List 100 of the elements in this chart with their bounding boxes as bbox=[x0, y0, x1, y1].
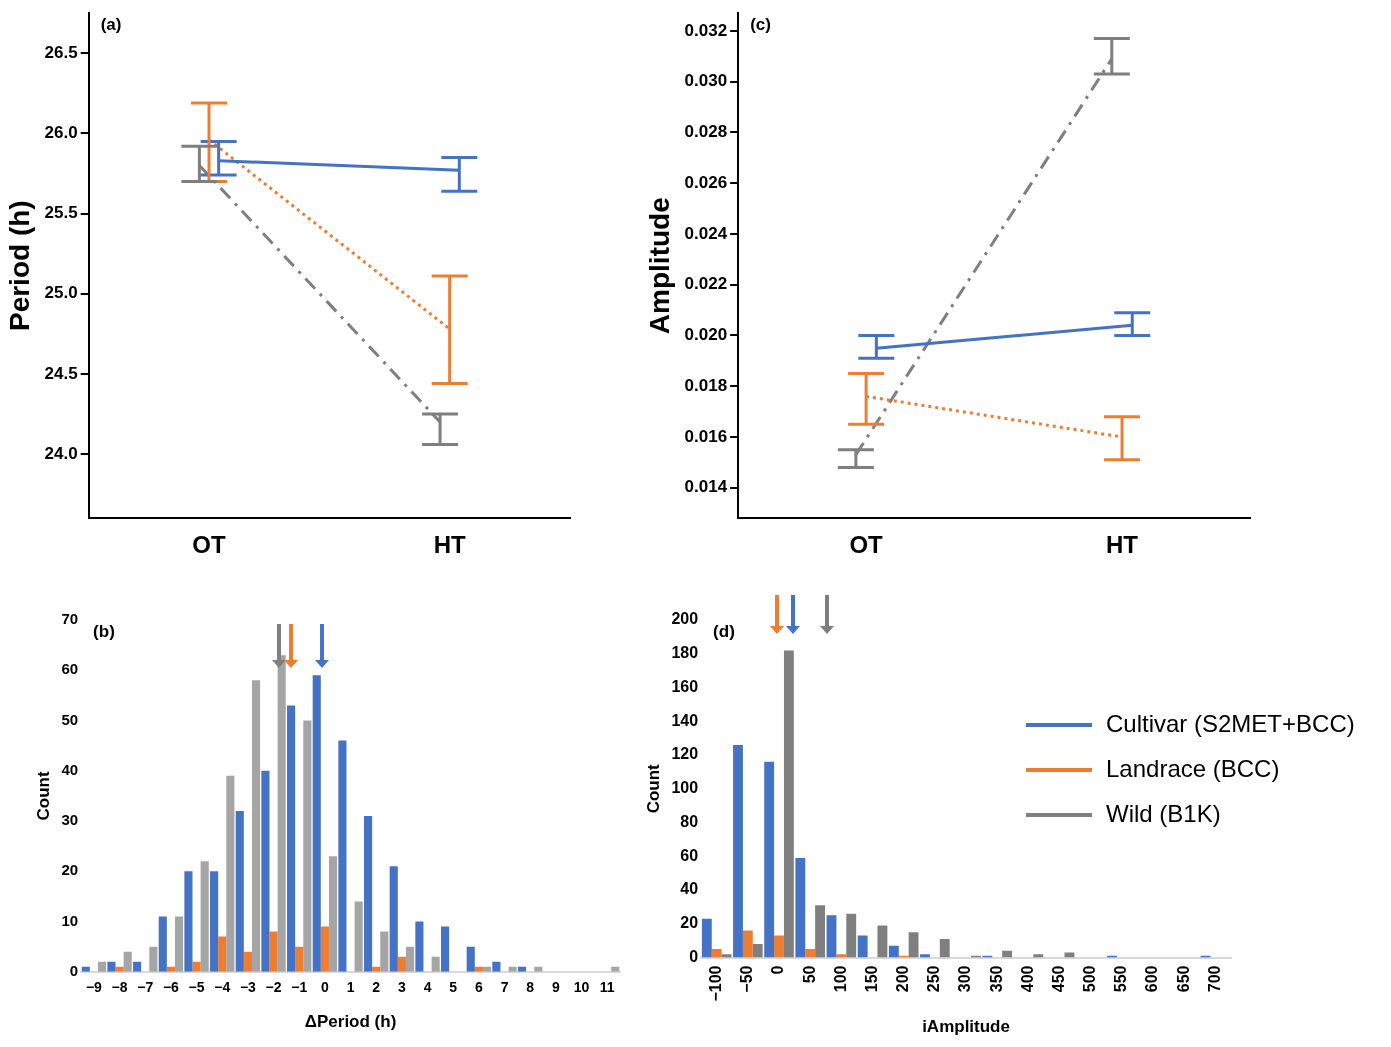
bar bbox=[415, 921, 424, 972]
bar bbox=[107, 961, 116, 972]
bar bbox=[320, 926, 329, 972]
x-tick-label: 500 bbox=[1081, 965, 1099, 993]
bar bbox=[888, 945, 899, 958]
x-tick-label: 350 bbox=[987, 965, 1005, 993]
bar bbox=[251, 680, 261, 972]
x-tick-label: 400 bbox=[1018, 965, 1036, 993]
bar bbox=[218, 936, 227, 972]
bar bbox=[149, 946, 158, 972]
bar bbox=[846, 913, 857, 958]
x-tick-label: −3 bbox=[239, 979, 257, 996]
x-tick-label: 11 bbox=[599, 979, 615, 996]
bar bbox=[226, 775, 235, 972]
y-tick-label: 180 bbox=[671, 644, 699, 662]
bar bbox=[123, 951, 132, 972]
x-tick-label: 3 bbox=[397, 979, 406, 996]
x-tick-label: 300 bbox=[956, 965, 974, 993]
y-axis-title: Amplitude bbox=[643, 197, 675, 335]
bar bbox=[210, 871, 219, 972]
x-tick-label: −4 bbox=[214, 979, 231, 996]
y-tick-label: 24.5 bbox=[44, 363, 78, 383]
y-tick-label: 24.0 bbox=[44, 443, 78, 463]
y-tick-label: 20 bbox=[680, 914, 699, 932]
bar bbox=[389, 866, 398, 972]
bar bbox=[380, 931, 389, 972]
bar bbox=[364, 816, 373, 972]
x-tick-label: 7 bbox=[500, 979, 509, 996]
x-tick-label: −8 bbox=[111, 979, 128, 996]
chart-title: (c) bbox=[750, 15, 771, 35]
bar bbox=[312, 675, 321, 972]
x-tick-label: −6 bbox=[162, 979, 180, 996]
x-tick-label: OT bbox=[192, 531, 227, 559]
y-tick-label: 140 bbox=[671, 711, 699, 729]
x-tick-label: 0 bbox=[769, 965, 787, 975]
bar bbox=[795, 857, 806, 958]
x-tick-label: −9 bbox=[85, 979, 103, 996]
x-axis-title: ΔPeriod (h) bbox=[304, 1012, 397, 1032]
x-tick-label: HT bbox=[1106, 531, 1139, 559]
bar bbox=[287, 705, 296, 972]
legend-label: Cultivar (S2MET+BCC) bbox=[1106, 709, 1355, 737]
y-tick-label: 0.014 bbox=[684, 477, 728, 497]
bar bbox=[733, 744, 743, 958]
bar bbox=[431, 956, 440, 972]
bar bbox=[466, 946, 475, 972]
x-tick-label: −5 bbox=[188, 979, 205, 996]
bar bbox=[920, 954, 930, 958]
bar bbox=[405, 946, 415, 972]
bar bbox=[836, 954, 847, 958]
y-tick-label: 0 bbox=[689, 947, 699, 965]
y-tick-label: 50 bbox=[61, 710, 79, 728]
bar bbox=[441, 926, 450, 972]
chart-title: (b) bbox=[93, 622, 115, 642]
bar bbox=[303, 720, 312, 972]
x-tick-label: −1 bbox=[291, 979, 308, 996]
bar bbox=[711, 949, 722, 958]
bar bbox=[269, 931, 278, 972]
bar bbox=[200, 861, 209, 972]
y-tick-label: 0.020 bbox=[684, 325, 728, 345]
x-tick-label: 0 bbox=[320, 979, 329, 996]
y-tick-label: 40 bbox=[680, 880, 699, 898]
bar bbox=[1064, 952, 1075, 958]
y-tick-label: 0.030 bbox=[684, 71, 728, 91]
bar bbox=[243, 951, 252, 972]
x-tick-label: 6 bbox=[474, 979, 483, 996]
x-tick-label: 600 bbox=[1143, 965, 1161, 993]
bar bbox=[174, 916, 184, 972]
y-tick-label: 60 bbox=[61, 660, 79, 678]
bar bbox=[783, 650, 794, 958]
legend-label: Wild (B1K) bbox=[1106, 799, 1221, 827]
x-tick-label: −2 bbox=[265, 979, 282, 996]
y-tick-label: 0.024 bbox=[684, 223, 728, 243]
x-tick-label: 200 bbox=[894, 965, 912, 993]
y-tick-label: 0.032 bbox=[684, 20, 728, 40]
bar bbox=[857, 935, 868, 958]
x-tick-label: 100 bbox=[831, 965, 849, 993]
y-tick-label: 100 bbox=[671, 779, 699, 797]
bar bbox=[328, 856, 338, 972]
bar bbox=[235, 810, 244, 972]
bar bbox=[1002, 950, 1013, 958]
bar bbox=[354, 901, 363, 972]
bar bbox=[397, 956, 406, 972]
y-tick-label: 10 bbox=[61, 911, 79, 929]
bar bbox=[261, 770, 270, 972]
y-tick-label: 120 bbox=[671, 745, 699, 763]
x-tick-label: 150 bbox=[862, 965, 880, 993]
y-tick-label: 160 bbox=[671, 677, 699, 695]
y-tick-label: 0.018 bbox=[684, 375, 728, 395]
x-tick-label: −50 bbox=[738, 965, 756, 993]
x-tick-label: 250 bbox=[925, 965, 943, 993]
bar bbox=[1033, 954, 1044, 958]
y-tick-label: 0.026 bbox=[684, 172, 728, 192]
x-tick-label: 5 bbox=[449, 979, 458, 996]
bar bbox=[338, 740, 347, 972]
bar bbox=[295, 946, 304, 972]
x-axis-title: iAmplitude bbox=[922, 1017, 1010, 1037]
y-tick-label: 0.016 bbox=[684, 426, 728, 446]
bar bbox=[908, 932, 919, 958]
y-tick-label: 80 bbox=[680, 812, 699, 830]
x-tick-label: OT bbox=[849, 531, 884, 559]
